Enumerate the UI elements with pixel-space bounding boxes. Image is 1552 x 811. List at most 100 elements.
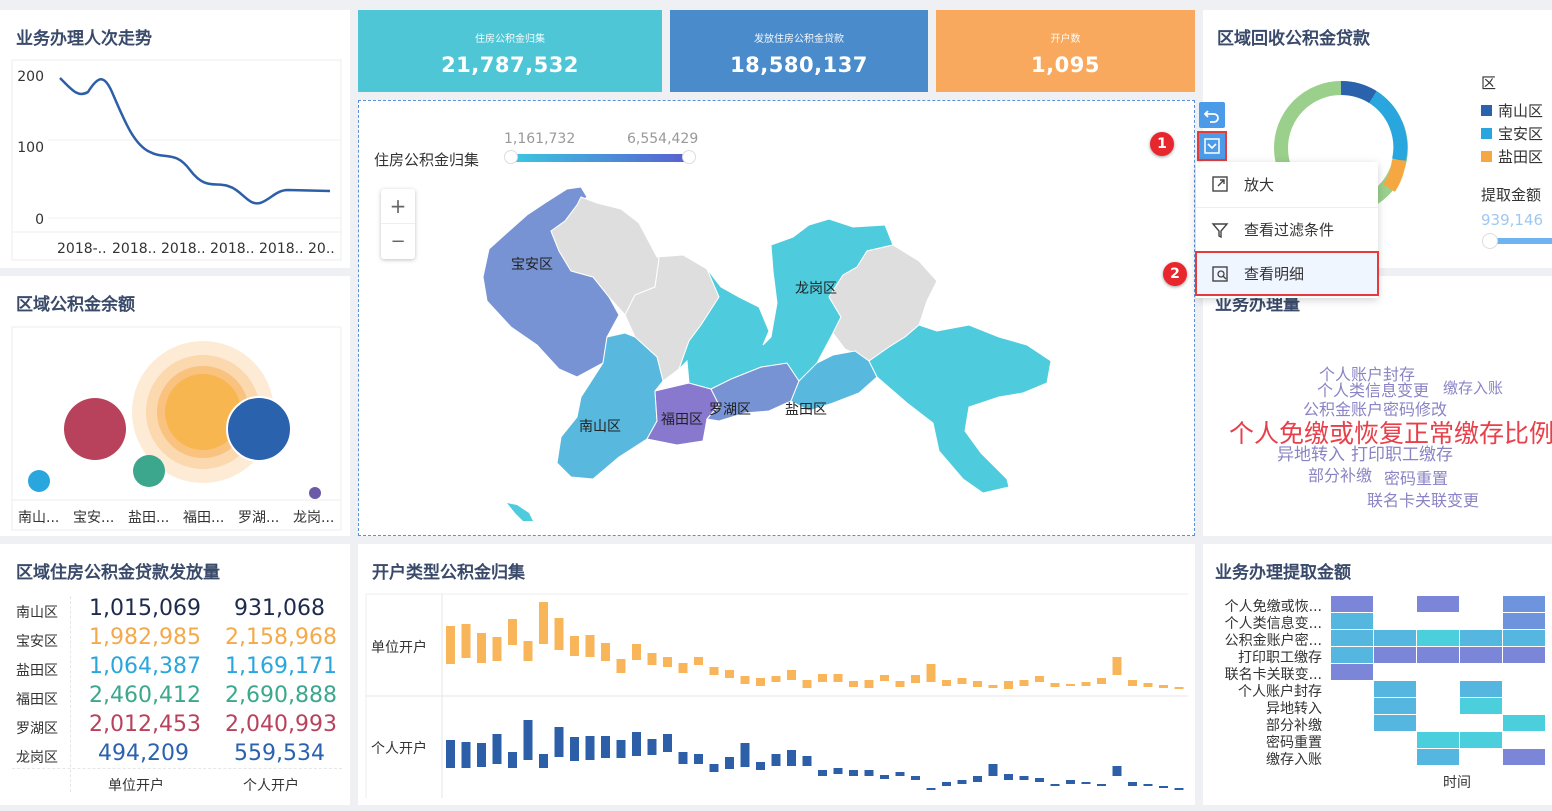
heatmap-cell[interactable] bbox=[1503, 630, 1545, 646]
bar-unit[interactable] bbox=[585, 635, 595, 657]
heatmap-cell[interactable] bbox=[1374, 715, 1416, 731]
bar-person[interactable] bbox=[880, 775, 889, 779]
bar-unit[interactable] bbox=[1066, 684, 1075, 686]
bar-person[interactable] bbox=[632, 732, 641, 756]
bar-unit[interactable] bbox=[911, 675, 920, 683]
bar-unit[interactable] bbox=[647, 653, 657, 665]
bar-unit[interactable] bbox=[740, 676, 750, 684]
range-handle-max[interactable] bbox=[682, 150, 696, 164]
legend-item-nanshan[interactable]: 南山区 bbox=[1481, 100, 1543, 121]
heatmap-cell[interactable] bbox=[1374, 681, 1416, 697]
bar-person[interactable] bbox=[1143, 784, 1153, 786]
bar-unit[interactable] bbox=[802, 680, 812, 688]
amount-slider-handle[interactable] bbox=[1482, 233, 1498, 249]
bar-unit[interactable] bbox=[1035, 676, 1044, 682]
bar-unit[interactable] bbox=[988, 685, 998, 688]
heatmap-cell[interactable] bbox=[1417, 647, 1459, 663]
heatmap-cell[interactable] bbox=[1374, 698, 1416, 714]
bar-person[interactable] bbox=[1112, 766, 1122, 776]
heatmap-cell[interactable] bbox=[1503, 613, 1545, 629]
undo-button[interactable] bbox=[1199, 102, 1225, 128]
heatmap-cell[interactable] bbox=[1374, 647, 1416, 663]
bar-unit[interactable] bbox=[725, 670, 734, 678]
bar-person[interactable] bbox=[1159, 786, 1168, 788]
word[interactable]: 密码重置 bbox=[1384, 469, 1449, 488]
word[interactable]: 个人免缴或恢复正常缴存比例 bbox=[1229, 419, 1552, 448]
bar-person[interactable] bbox=[446, 740, 455, 768]
bar-unit[interactable] bbox=[864, 680, 874, 688]
bar-unit[interactable] bbox=[678, 663, 688, 673]
bar-unit[interactable] bbox=[957, 678, 967, 684]
heatmap-cell[interactable] bbox=[1460, 732, 1502, 748]
bar-person[interactable] bbox=[616, 740, 626, 758]
bar-person[interactable] bbox=[1081, 782, 1091, 784]
bubble-nanshan[interactable] bbox=[28, 470, 50, 492]
bar-person[interactable] bbox=[818, 770, 827, 776]
bar-person[interactable] bbox=[988, 764, 998, 776]
bar-person[interactable] bbox=[585, 736, 595, 760]
bar-unit[interactable] bbox=[477, 633, 486, 663]
word[interactable]: 部分补缴 bbox=[1308, 466, 1373, 485]
heatmap-cell[interactable] bbox=[1460, 647, 1502, 663]
bar-person[interactable] bbox=[1004, 774, 1013, 780]
bar-unit[interactable] bbox=[849, 681, 858, 687]
bar-unit[interactable] bbox=[523, 641, 533, 661]
heatmap-cell[interactable] bbox=[1417, 630, 1459, 646]
bar-unit[interactable] bbox=[942, 680, 951, 686]
heatmap-cell[interactable] bbox=[1417, 732, 1459, 748]
bar-person[interactable] bbox=[1019, 776, 1029, 780]
district-guangming[interactable] bbox=[550, 196, 660, 316]
word[interactable]: 缴存入账 bbox=[1443, 379, 1504, 397]
bar-unit[interactable] bbox=[1128, 680, 1137, 686]
bar-person[interactable] bbox=[1066, 780, 1075, 784]
bar-person[interactable] bbox=[709, 764, 719, 772]
bar-person[interactable] bbox=[554, 727, 564, 757]
bar-unit[interactable] bbox=[1097, 678, 1106, 684]
bar-person[interactable] bbox=[957, 780, 967, 784]
bar-person[interactable] bbox=[911, 776, 920, 780]
heatmap-cell[interactable] bbox=[1374, 630, 1416, 646]
word[interactable]: 公积金账户密码修改 bbox=[1303, 400, 1448, 419]
bar-unit[interactable] bbox=[663, 657, 672, 667]
bar-person[interactable] bbox=[647, 739, 657, 755]
bar-person[interactable] bbox=[1097, 784, 1106, 786]
bar-person[interactable] bbox=[570, 737, 579, 761]
bar-person[interactable] bbox=[539, 754, 548, 768]
heatmap-cell[interactable] bbox=[1460, 698, 1502, 714]
heatmap-cell[interactable] bbox=[1503, 647, 1545, 663]
bar-person[interactable] bbox=[864, 770, 874, 776]
amount-slider-track[interactable] bbox=[1493, 238, 1552, 244]
bar-unit[interactable] bbox=[492, 637, 502, 661]
bar-unit[interactable] bbox=[895, 681, 905, 687]
bar-person[interactable] bbox=[787, 750, 796, 766]
bar-unit[interactable] bbox=[880, 675, 889, 681]
bar-unit[interactable] bbox=[539, 602, 548, 644]
bar-person[interactable] bbox=[756, 762, 765, 770]
bubble-yantian[interactable] bbox=[133, 455, 165, 487]
bar-person[interactable] bbox=[1050, 784, 1060, 786]
bar-person[interactable] bbox=[663, 734, 672, 752]
bar-unit[interactable] bbox=[771, 676, 781, 682]
bar-person[interactable] bbox=[725, 757, 734, 769]
bar-unit[interactable] bbox=[833, 674, 843, 682]
bar-unit[interactable] bbox=[632, 644, 641, 660]
heatmap-cell[interactable] bbox=[1417, 596, 1459, 612]
legend-item-baoan[interactable]: 宝安区 bbox=[1481, 123, 1543, 144]
heatmap-cell[interactable] bbox=[1331, 613, 1373, 629]
district-dapeng[interactable] bbox=[868, 324, 1052, 494]
bar-person[interactable] bbox=[802, 756, 812, 766]
heatmap-cell[interactable] bbox=[1503, 596, 1545, 612]
bubble-baoan[interactable] bbox=[64, 398, 126, 460]
bar-unit[interactable] bbox=[926, 664, 936, 682]
bar-person[interactable] bbox=[601, 736, 610, 758]
zoom-out-button[interactable]: − bbox=[390, 231, 406, 252]
bar-person[interactable] bbox=[678, 752, 688, 764]
bar-unit[interactable] bbox=[1143, 683, 1153, 687]
legend-item-yantian[interactable]: 盐田区 bbox=[1481, 146, 1543, 167]
district-longhua[interactable] bbox=[624, 222, 720, 382]
bar-unit[interactable] bbox=[601, 643, 610, 661]
word[interactable]: 个人类信息变更 bbox=[1317, 381, 1430, 400]
bar-unit[interactable] bbox=[1112, 657, 1122, 675]
district-nanshan[interactable] bbox=[556, 332, 664, 480]
heatmap-cell[interactable] bbox=[1503, 749, 1545, 765]
